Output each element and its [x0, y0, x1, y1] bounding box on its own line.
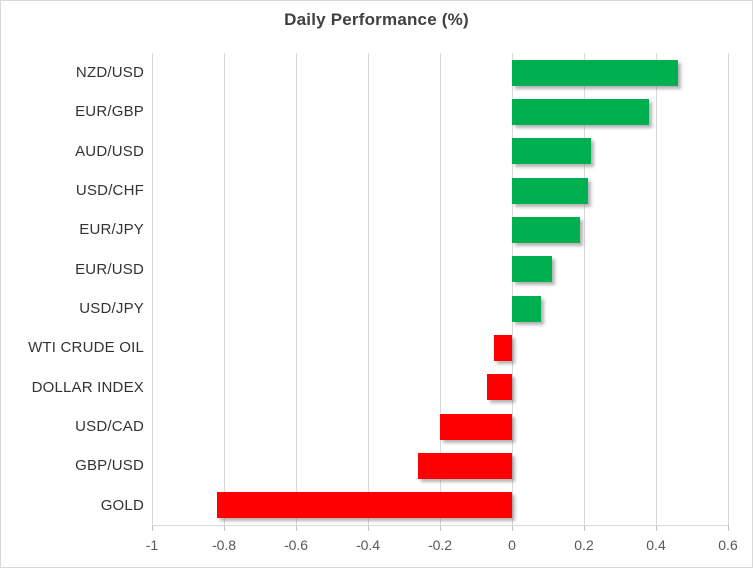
bar-gbp-usd — [418, 453, 512, 479]
gridline — [224, 53, 225, 525]
gridline — [152, 53, 153, 525]
category-label: WTI CRUDE OIL — [28, 339, 144, 357]
gridline — [728, 53, 729, 525]
bar-aud-usd — [512, 138, 592, 165]
axis-tick-mark — [584, 525, 585, 531]
category-label: EUR/JPY — [79, 221, 144, 239]
axis-tick-label: -1 — [145, 537, 159, 553]
bar-usd-chf — [512, 177, 588, 204]
category-label: GOLD — [100, 496, 144, 514]
axis-tick-label: -0.2 — [427, 537, 453, 553]
axis-tick-mark — [296, 525, 297, 531]
bar-eur-usd — [512, 256, 552, 283]
bar-usd-jpy — [512, 295, 541, 322]
axis-tick-mark — [152, 525, 153, 531]
axis-tick-label: 0.2 — [574, 537, 594, 553]
axis-tick-label: 0.6 — [718, 537, 738, 553]
bar-eur-jpy — [512, 217, 581, 243]
axis-tick-mark — [656, 525, 657, 531]
category-label: EUR/GBP — [75, 103, 144, 121]
x-axis-line — [152, 525, 728, 526]
axis-tick-label: -0.6 — [283, 537, 309, 553]
category-label: USD/CHF — [75, 182, 144, 200]
axis-tick-label: -0.8 — [211, 537, 237, 553]
axis-tick-label: 0 — [508, 537, 516, 553]
bar-eur-gbp — [512, 99, 649, 125]
category-label: DOLLAR INDEX — [31, 378, 144, 396]
category-label: USD/CAD — [75, 418, 144, 436]
axis-tick-mark — [368, 525, 369, 531]
chart-title: Daily Performance (%) — [284, 10, 469, 29]
axis-tick-mark — [440, 525, 441, 531]
category-label: EUR/USD — [75, 260, 144, 278]
axis-tick-mark — [512, 525, 513, 531]
bar-dollar-index — [486, 374, 512, 401]
axis-tick-label: -0.4 — [355, 537, 381, 553]
bar-wti-crude-oil — [494, 335, 512, 361]
gridline — [512, 53, 513, 525]
category-label: NZD/USD — [75, 64, 144, 82]
category-label: GBP/USD — [75, 457, 144, 475]
bar-gold — [216, 492, 512, 519]
axis-tick-mark — [224, 525, 225, 531]
category-label: AUD/USD — [75, 142, 144, 160]
bar-usd-cad — [440, 413, 512, 440]
gridline — [368, 53, 369, 525]
gridline — [584, 53, 585, 525]
axis-tick-mark — [728, 525, 729, 531]
gridline — [296, 53, 297, 525]
category-label: USD/JPY — [79, 300, 144, 318]
gridline — [656, 53, 657, 525]
axis-tick-label: 0.4 — [646, 537, 666, 553]
bar-nzd-usd — [512, 59, 678, 86]
gridline — [440, 53, 441, 525]
